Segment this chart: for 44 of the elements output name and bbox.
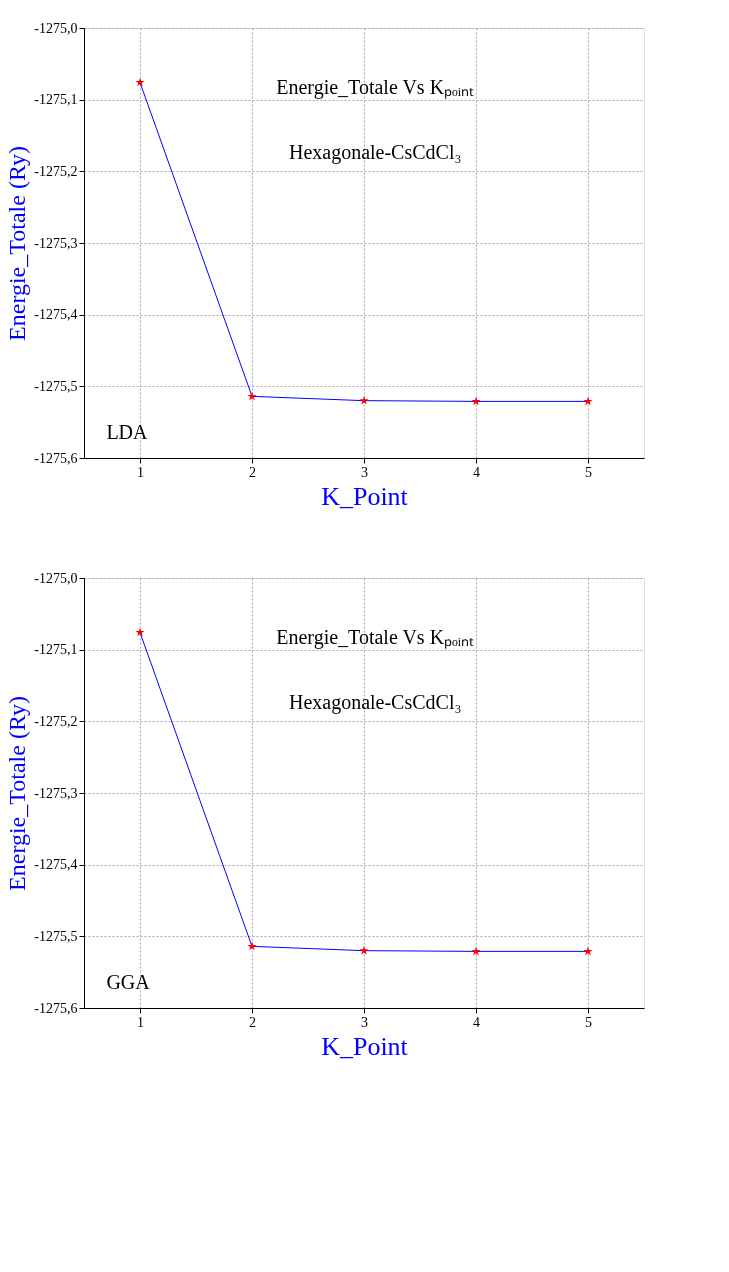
x-axis-title: K_Point bbox=[321, 481, 409, 511]
point bbox=[247, 391, 257, 401]
point bbox=[135, 77, 145, 87]
x-axis-title: K_Point bbox=[321, 1031, 409, 1061]
point bbox=[583, 396, 593, 406]
point bbox=[359, 395, 369, 405]
y-axis-title: Energie_Totale (Ry) bbox=[4, 146, 31, 341]
y-tick-label: -1275,2 bbox=[34, 713, 78, 729]
x-tick-label: 5 bbox=[585, 464, 592, 480]
x-tick-label: 2 bbox=[249, 464, 256, 480]
y-tick-label: -1275,2 bbox=[34, 163, 78, 179]
x-tick-label: 4 bbox=[473, 1014, 480, 1030]
x-tick-label: 3 bbox=[361, 464, 368, 480]
x-tick-label: 1 bbox=[137, 464, 144, 480]
x-tick-label: 5 bbox=[585, 1014, 592, 1030]
y-tick-label: -1275,0 bbox=[34, 570, 78, 586]
point bbox=[247, 941, 257, 951]
point bbox=[471, 946, 481, 956]
annotation: Hexagonale-CsCdCl₃ bbox=[288, 691, 462, 714]
point bbox=[471, 396, 481, 406]
point bbox=[583, 946, 593, 956]
point bbox=[359, 945, 369, 955]
y-tick-label: -1275,3 bbox=[34, 235, 78, 251]
y-tick-label: -1275,6 bbox=[34, 450, 78, 466]
x-tick-label: 3 bbox=[361, 1014, 368, 1030]
y-tick-label: -1275,4 bbox=[34, 307, 78, 323]
y-axis-title: Energie_Totale (Ry) bbox=[4, 696, 31, 891]
x-tick-label: 4 bbox=[473, 464, 480, 480]
y-tick-label: -1275,1 bbox=[34, 92, 78, 108]
y-tick-label: -1275,4 bbox=[34, 857, 78, 873]
annotation: Energie_Totale Vs Kₚₒᵢₙₜ bbox=[276, 76, 475, 99]
y-tick-label: -1275,6 bbox=[34, 1000, 78, 1016]
y-tick-label: -1275,0 bbox=[34, 20, 78, 36]
annotation: GGA bbox=[106, 971, 151, 993]
x-tick-label: 2 bbox=[249, 1014, 256, 1030]
point bbox=[135, 627, 145, 637]
x-tick-label: 1 bbox=[137, 1014, 144, 1030]
y-tick-label: -1275,5 bbox=[34, 928, 78, 944]
annotation: Hexagonale-CsCdCl₃ bbox=[288, 141, 462, 164]
annotation: Energie_Totale Vs Kₚₒᵢₙₜ bbox=[276, 626, 475, 649]
y-tick-label: -1275,1 bbox=[34, 642, 78, 658]
y-tick-label: -1275,5 bbox=[34, 378, 78, 394]
annotation: LDA bbox=[106, 421, 149, 443]
y-tick-label: -1275,3 bbox=[34, 785, 78, 801]
